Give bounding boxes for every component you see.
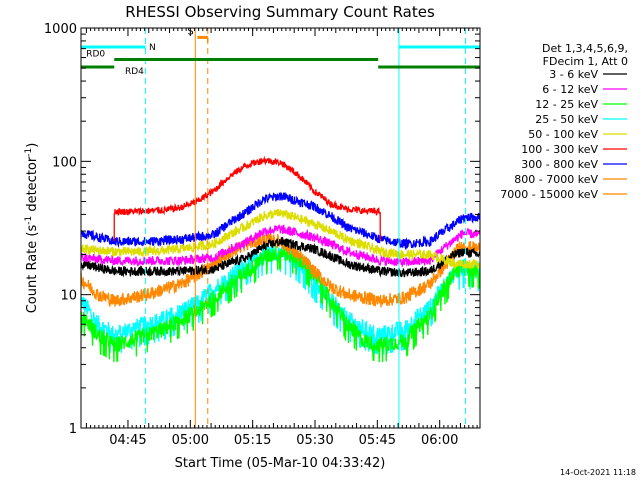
- series-line-100-300-kev: [113, 155, 381, 242]
- y-tick-label: 1000: [44, 22, 77, 37]
- x-tick-label: 05:30: [296, 433, 333, 448]
- series-layer: [80, 155, 481, 363]
- legend-entry-label: 3 - 6 keV: [549, 68, 598, 81]
- series-line-300-800-kev: [80, 191, 481, 251]
- series-line-6-12-kev: [80, 223, 481, 268]
- legend-entry-label: 7000 - 15000 keV: [500, 188, 598, 201]
- legend-entry-label: 12 - 25 keV: [535, 98, 598, 111]
- plot-frame: [80, 27, 481, 429]
- x-tick-label: 06:00: [421, 433, 458, 448]
- state-label-rd0: RD0: [86, 50, 105, 60]
- state-label-rd4: RD4: [125, 67, 144, 77]
- x-tick-label: 05:00: [172, 433, 209, 448]
- series-line-12-25-kev: [80, 245, 481, 363]
- y-axis-label: Count Rate (s-1 detector-1): [24, 143, 40, 314]
- legend-entry-label: 50 - 100 keV: [528, 128, 598, 141]
- legend-entry-label: 6 - 12 keV: [542, 83, 598, 96]
- state-overlay-layer: NSRD0RD4: [81, 26, 480, 428]
- x-tick-label: 05:15: [234, 433, 271, 448]
- y-tick-label: 100: [52, 155, 77, 170]
- series-line-3-6-kev: [80, 236, 481, 278]
- axis-layer: 04:45 05:00 05:15 05:30 05:45 06:00 1 10 100 1000: [44, 22, 481, 448]
- x-tick-label: 04:45: [109, 433, 146, 448]
- legend-entry-label: 25 - 50 keV: [535, 113, 598, 126]
- legend-header-line: FDecim 1, Att 0: [543, 55, 628, 68]
- legend-header-line: Det 1,3,4,5,6,9,: [542, 42, 628, 55]
- legend: Det 1,3,4,5,6,9,FDecim 1, Att 03 - 6 keV…: [500, 42, 628, 201]
- series-line-50-100-kev: [80, 208, 481, 271]
- legend-entry-label: 100 - 300 keV: [521, 143, 598, 156]
- chart-title: RHESSI Observing Summary Count Rates: [125, 3, 435, 21]
- legend-entry-label: 800 - 7000 keV: [514, 173, 598, 186]
- x-tick-label: 05:45: [359, 433, 396, 448]
- legend-entry-label: 300 - 800 keV: [521, 158, 598, 171]
- state-label-n: N: [149, 43, 156, 53]
- y-tick-label: 10: [60, 289, 77, 304]
- footer-timestamp: 14-Oct-2021 11:18: [560, 468, 636, 477]
- y-tick-label: 1: [69, 422, 77, 437]
- x-axis-label: Start Time (05-Mar-10 04:33:42): [175, 456, 386, 471]
